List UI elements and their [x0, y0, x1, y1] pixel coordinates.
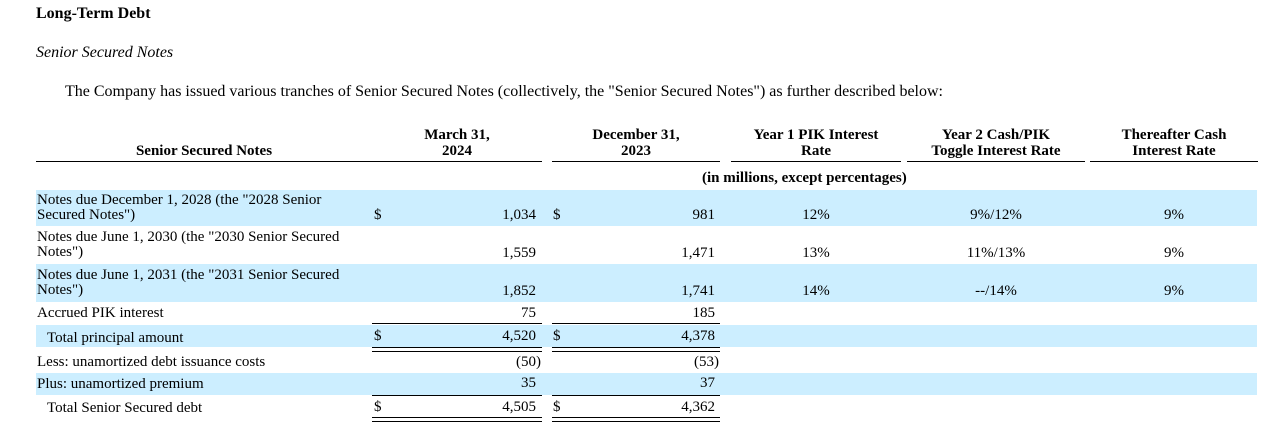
row-label: Less: unamortized debt issuance costs	[37, 354, 266, 370]
subtotal-rule	[552, 395, 720, 396]
row-label: Total Senior Secured debt	[47, 400, 203, 416]
value-year2-rate: --/14%	[975, 283, 1017, 299]
currency-symbol: $	[553, 399, 561, 415]
value-march-2024: 4,520	[502, 328, 536, 344]
header-march-2024: March 31, 2024	[424, 127, 490, 159]
value-thereafter-rate: 9%	[1164, 283, 1184, 299]
value-march-2024: 35	[521, 375, 536, 391]
value-year1-rate: 14%	[802, 283, 830, 299]
row-band	[36, 373, 1257, 395]
total-double-rule	[372, 347, 542, 352]
value-year1-rate: 13%	[802, 245, 830, 261]
header-rule	[907, 161, 1085, 162]
currency-symbol: $	[374, 399, 382, 415]
row-band	[36, 325, 1257, 347]
value-thereafter-rate: 9%	[1164, 207, 1184, 223]
row-label: Plus: unamortized premium	[37, 376, 204, 392]
value-december-2023: 4,362	[681, 399, 715, 415]
intro-paragraph: The Company has issued various tranches …	[65, 83, 943, 100]
header-rule	[372, 161, 542, 162]
value-december-2023: 1,471	[681, 245, 715, 261]
value-march-2024: 1,034	[502, 207, 536, 223]
value-december-2023: 981	[692, 207, 716, 223]
row-label: Total principal amount	[47, 330, 184, 346]
value-year2-rate: 11%/13%	[966, 245, 1026, 261]
section-title: Long-Term Debt	[36, 5, 151, 22]
subtotal-rule	[552, 323, 720, 324]
currency-symbol: $	[374, 328, 382, 344]
value-year2-rate: 9%/12%	[970, 207, 1022, 223]
header-rule	[731, 161, 901, 162]
value-march-2024: 1,852	[502, 283, 536, 299]
value-december-2023: 37	[700, 375, 715, 391]
header-rule	[36, 161, 372, 162]
value-december-2023: 1,741	[681, 283, 715, 299]
header-label: Senior Secured Notes	[135, 143, 273, 159]
row-label: Notes due December 1, 2028 (the "2028 Se…	[37, 192, 322, 223]
value-march-2024: 1,559	[502, 245, 536, 261]
currency-symbol: $	[553, 207, 561, 223]
row-label: Notes due June 1, 2030 (the "2030 Senior…	[37, 229, 340, 260]
value-year1-rate: 12%	[802, 207, 830, 223]
header-rule	[1090, 161, 1258, 162]
currency-symbol: $	[374, 207, 382, 223]
header-year2-toggle: Year 2 Cash/PIK Toggle Interest Rate	[931, 127, 1061, 159]
row-band	[36, 264, 1257, 302]
subtotal-rule	[372, 395, 542, 396]
total-double-rule	[372, 417, 542, 422]
header-december-2023: December 31, 2023	[592, 127, 680, 159]
total-double-rule	[552, 347, 720, 352]
subtotal-rule	[372, 323, 542, 324]
header-year1-pik: Year 1 PIK Interest Rate	[753, 127, 879, 159]
value-december-2023: (53)	[694, 354, 719, 370]
total-double-rule	[552, 417, 720, 422]
header-thereafter: Thereafter Cash Interest Rate	[1121, 127, 1227, 159]
value-march-2024: (50)	[516, 354, 541, 370]
units-caption: (in millions, except percentages)	[702, 170, 907, 186]
value-march-2024: 4,505	[502, 399, 536, 415]
currency-symbol: $	[553, 328, 561, 344]
row-band	[36, 190, 1257, 226]
section-subtitle: Senior Secured Notes	[36, 44, 174, 61]
value-march-2024: 75	[521, 305, 536, 321]
header-rule	[552, 161, 720, 162]
row-label: Accrued PIK interest	[37, 305, 164, 321]
row-label: Notes due June 1, 2031 (the "2031 Senior…	[37, 267, 340, 298]
value-december-2023: 4,378	[681, 328, 715, 344]
value-thereafter-rate: 9%	[1164, 245, 1184, 261]
value-december-2023: 185	[692, 305, 716, 321]
